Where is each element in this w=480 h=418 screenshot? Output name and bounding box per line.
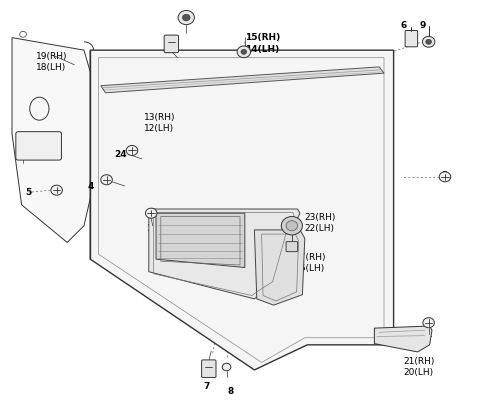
Text: 24: 24	[115, 150, 127, 159]
Circle shape	[439, 172, 451, 182]
Text: 5: 5	[25, 188, 31, 197]
FancyBboxPatch shape	[16, 132, 61, 160]
Circle shape	[281, 217, 302, 235]
Text: 9: 9	[419, 20, 426, 30]
FancyBboxPatch shape	[202, 360, 216, 377]
Text: 1: 1	[425, 330, 431, 339]
Circle shape	[422, 36, 435, 47]
Polygon shape	[156, 213, 245, 268]
Text: 3: 3	[442, 171, 448, 180]
Circle shape	[101, 175, 112, 185]
Text: 19(RH)
18(LH): 19(RH) 18(LH)	[36, 52, 68, 72]
Text: 2: 2	[166, 46, 171, 55]
Circle shape	[145, 208, 157, 218]
Circle shape	[286, 221, 298, 231]
Text: 8: 8	[227, 387, 234, 396]
Circle shape	[51, 185, 62, 195]
Text: 15(RH)
14(LH): 15(RH) 14(LH)	[245, 33, 280, 54]
Circle shape	[182, 14, 190, 21]
Text: 21(RH)
20(LH): 21(RH) 20(LH)	[403, 357, 434, 377]
Circle shape	[241, 49, 247, 54]
Polygon shape	[12, 38, 94, 242]
Circle shape	[237, 46, 251, 58]
Polygon shape	[149, 209, 300, 299]
Text: 23(RH)
22(LH): 23(RH) 22(LH)	[305, 213, 336, 233]
Text: 6: 6	[400, 20, 407, 30]
Polygon shape	[101, 67, 384, 93]
Polygon shape	[90, 50, 394, 370]
Text: 11: 11	[180, 12, 194, 22]
Polygon shape	[374, 326, 432, 352]
Circle shape	[426, 39, 432, 44]
Polygon shape	[254, 230, 305, 305]
FancyBboxPatch shape	[164, 35, 179, 53]
FancyBboxPatch shape	[286, 242, 298, 252]
Text: 10: 10	[146, 224, 159, 233]
FancyBboxPatch shape	[405, 31, 418, 47]
Circle shape	[222, 363, 231, 371]
Text: 17(RH)
16(LH): 17(RH) 16(LH)	[295, 253, 327, 273]
Circle shape	[178, 10, 194, 25]
Circle shape	[20, 31, 26, 37]
Text: 4: 4	[87, 181, 94, 191]
Text: 13(RH)
12(LH): 13(RH) 12(LH)	[144, 113, 176, 133]
Circle shape	[423, 318, 434, 328]
Circle shape	[126, 145, 138, 155]
Text: 7: 7	[203, 382, 210, 392]
Ellipse shape	[30, 97, 49, 120]
